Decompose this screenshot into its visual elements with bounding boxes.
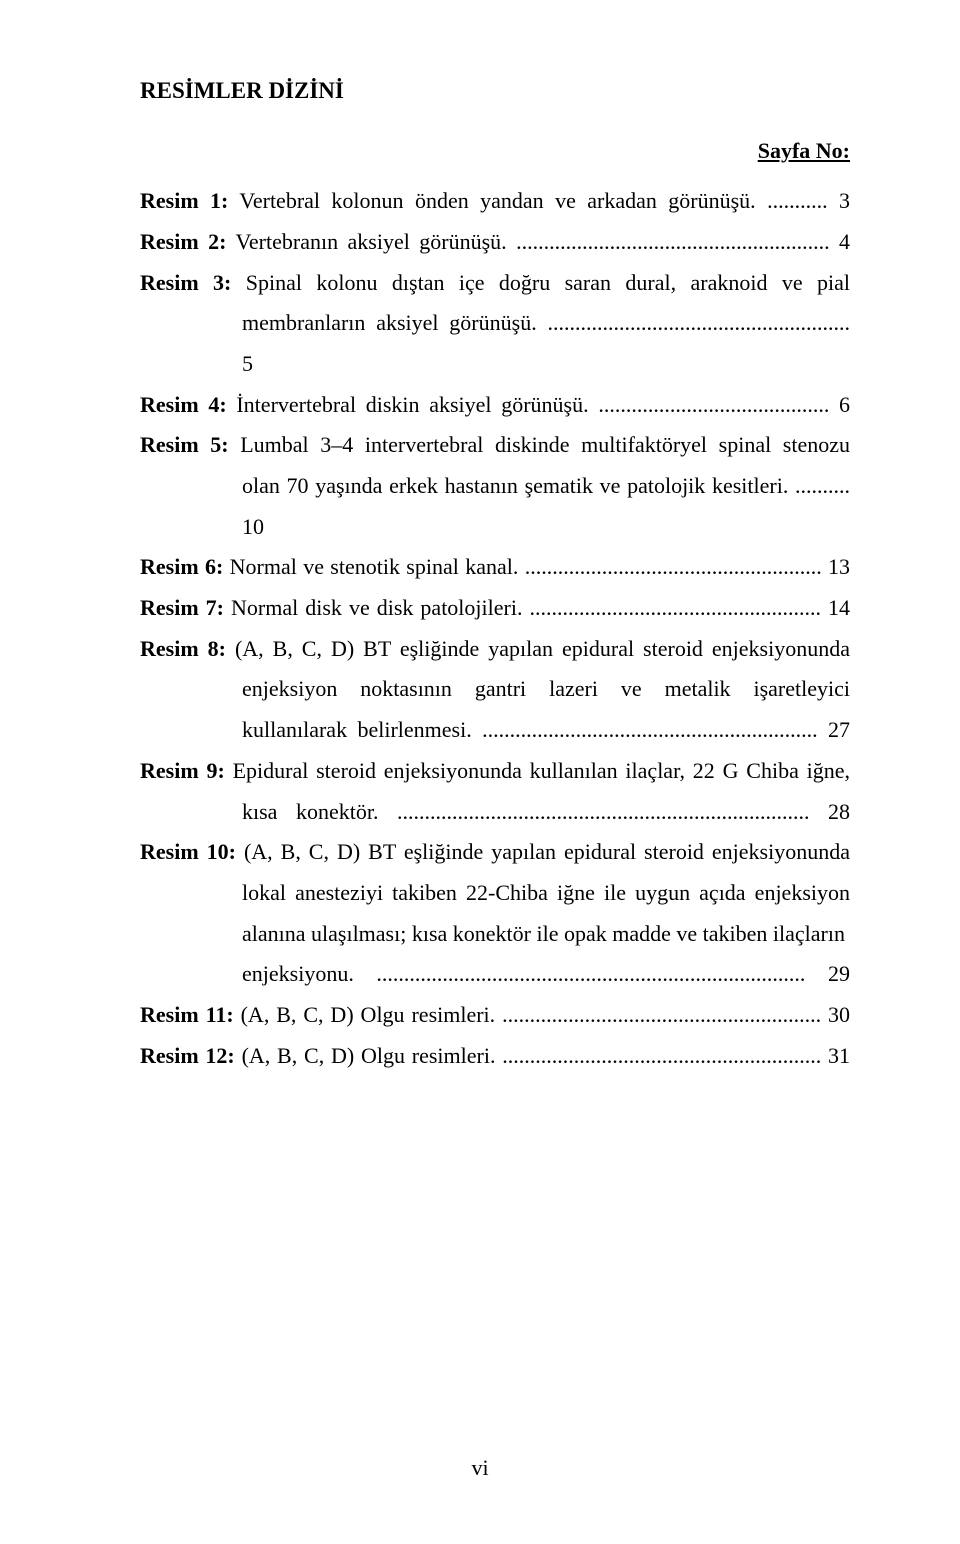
toc-page: 5 [242,351,253,376]
toc-label: Resim 4: [140,392,227,417]
toc-label: Resim 3: [140,270,231,295]
toc-text: alanına ulaşılması; kısa konektör ile op… [242,921,845,946]
toc-entry-resim-8-cont2: kullanılarak belirlenmesi. .............… [140,710,850,751]
toc-entry-resim-1: Resim 1: Vertebral kolonun önden yandan … [140,181,850,222]
toc-label: Resim 11: [140,1002,234,1027]
toc-dots: ........... [767,188,828,213]
toc-entry-resim-9: Resim 9: Epidural steroid enjeksiyonunda… [140,751,850,792]
toc-page: 13 [828,554,850,579]
toc-dots: ........................................… [482,717,818,742]
toc-page: 4 [839,229,850,254]
toc-entry-resim-10-cont3: enjeksiyonu. ...........................… [140,954,850,995]
toc-entry-resim-3: Resim 3: Spinal kolonu dıştan içe doğru … [140,263,850,304]
toc-text: lokal anesteziyi takiben 22-Chiba iğne i… [242,880,850,905]
toc-text: Epidural steroid enjeksiyonunda kullanıl… [233,758,850,783]
toc-text: Normal disk ve disk patolojileri. [231,595,522,620]
toc-text: (A, B, C, D) BT eşliğinde yapılan epidur… [235,636,850,661]
toc-dots: ........................................… [376,961,805,986]
toc-entry-resim-10-cont2: alanına ulaşılması; kısa konektör ile op… [140,914,850,955]
toc-label: Resim 7: [140,595,224,620]
toc-text: Lumbal 3–4 intervertebral diskinde multi… [240,432,850,457]
toc-label: Resim 10: [140,839,236,864]
toc-entry-resim-2: Resim 2: Vertebranın aksiyel görünüşü. .… [140,222,850,263]
toc-text: membranların aksiyel görünüşü. [242,310,537,335]
toc-label: Resim 2: [140,229,226,254]
toc-label: Resim 9: [140,758,225,783]
toc-text: olan 70 yaşında erkek hastanın şematik v… [242,473,788,498]
toc-entry-resim-8: Resim 8: (A, B, C, D) BT eşliğinde yapıl… [140,629,850,670]
toc-label: Resim 1: [140,188,228,213]
toc-text: enjeksiyonu. [242,961,354,986]
toc-entry-resim-5: Resim 5: Lumbal 3–4 intervertebral diski… [140,425,850,466]
toc-text: Vertebral kolonun önden yandan ve arkada… [239,188,755,213]
sayfa-no-wrap: Sayfa No: [140,131,850,172]
toc-entry-resim-12: Resim 12: (A, B, C, D) Olgu resimleri. .… [140,1036,850,1077]
toc-page: 29 [828,961,850,986]
toc-text: kısa konektör. [242,799,378,824]
toc-entry-resim-5-cont: olan 70 yaşında erkek hastanın şematik v… [140,466,850,547]
toc-dots: ........................................… [516,229,830,254]
toc-text: İntervertebral diskin aksiyel görünüşü. [236,392,588,417]
toc-dots: ........................................… [397,799,810,824]
page-number: vi [0,1448,960,1489]
toc-dots: ........................................… [598,392,829,417]
toc-entry-resim-8-cont1: enjeksiyon noktasının gantri lazeri ve m… [140,669,850,710]
toc-entry-resim-10-cont1: lokal anesteziyi takiben 22-Chiba iğne i… [140,873,850,914]
toc-entry-resim-11: Resim 11: (A, B, C, D) Olgu resimleri. .… [140,995,850,1036]
toc-text: kullanılarak belirlenmesi. [242,717,472,742]
toc-label: Resim 6: [140,554,223,579]
toc-text: Spinal kolonu dıştan içe doğru saran dur… [246,270,850,295]
toc-page: 3 [839,188,850,213]
toc-dots: ........................................… [502,1002,821,1027]
toc-page: 10 [242,514,264,539]
toc-entry-resim-6: Resim 6: Normal ve stenotik spinal kanal… [140,547,850,588]
heading-resimler-dizini: RESİMLER DİZİNİ [140,70,850,113]
toc-page: 14 [828,595,850,620]
toc-label: Resim 8: [140,636,226,661]
page: RESİMLER DİZİNİ Sayfa No: Resim 1: Verte… [0,0,960,1544]
toc-entry-resim-10: Resim 10: (A, B, C, D) BT eşliğinde yapı… [140,832,850,873]
toc-label: Resim 5: [140,432,229,457]
toc-dots: ........................................… [530,595,822,620]
toc-text: Vertebranın aksiyel görünüşü. [235,229,506,254]
toc-dots: ........................................… [502,1043,821,1068]
toc-text: Normal ve stenotik spinal kanal. [230,554,519,579]
toc-text: (A, B, C, D) BT eşliğinde yapılan epidur… [244,839,850,864]
toc-dots: ........................................… [525,554,822,579]
toc-dots: .......... [795,473,850,498]
toc-entry-resim-4: Resim 4: İntervertebral diskin aksiyel g… [140,385,850,426]
toc-page: 31 [828,1043,850,1068]
toc-text: enjeksiyon noktasının gantri lazeri ve m… [242,676,850,701]
toc-text: (A, B, C, D) Olgu resimleri. [242,1043,496,1068]
toc-entry-resim-3-cont: membranların aksiyel görünüşü. .........… [140,303,850,384]
sayfa-no-label: Sayfa No: [758,138,850,163]
toc-page: 6 [839,392,850,417]
toc-dots: ........................................… [548,310,851,335]
toc-page: 30 [828,1002,850,1027]
toc-text: (A, B, C, D) Olgu resimleri. [241,1002,496,1027]
toc-entry-resim-9-cont: kısa konektör. .........................… [140,792,850,833]
toc-page: 27 [828,717,850,742]
toc-entry-resim-7: Resim 7: Normal disk ve disk patolojiler… [140,588,850,629]
toc-label: Resim 12: [140,1043,235,1068]
toc-page: 28 [828,799,850,824]
